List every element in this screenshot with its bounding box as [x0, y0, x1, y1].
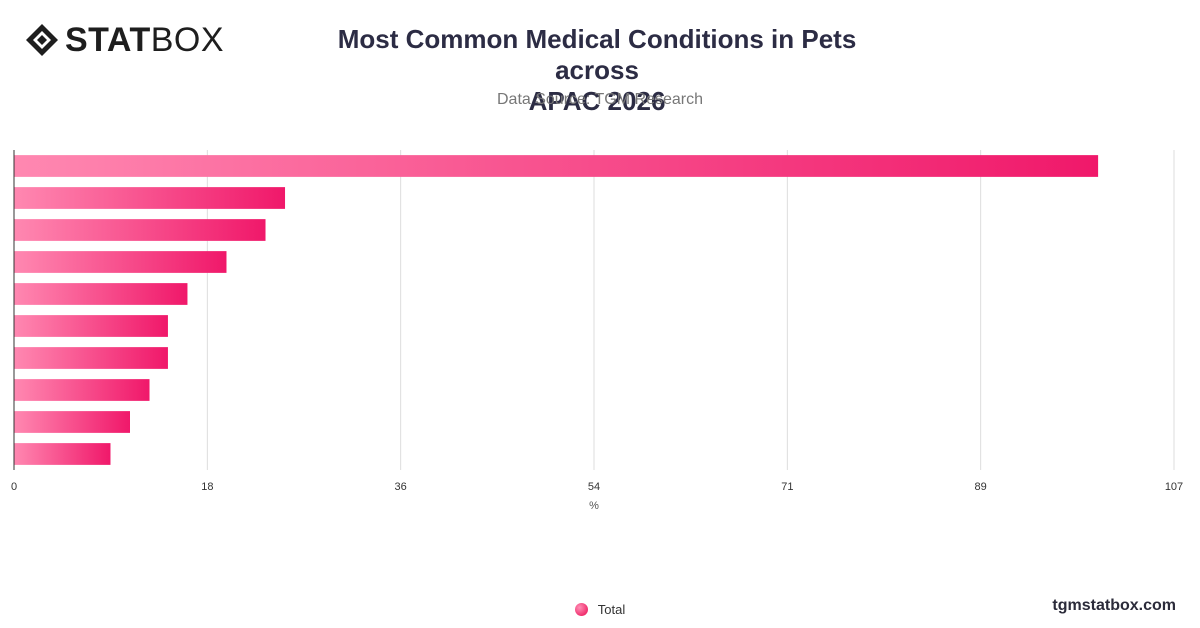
x-tick-label: 107 [1165, 481, 1183, 493]
footer-site-link[interactable]: tgmstatbox.com [1052, 597, 1176, 614]
x-tick-label: 18 [201, 481, 213, 493]
legend-swatch-icon [574, 603, 588, 616]
x-tick-label: 0 [11, 481, 17, 493]
chart-title-line-1: Most Common Medical Conditions in Pets a… [337, 24, 857, 85]
logo-bold-text: STAT [65, 21, 151, 59]
logo-light-text: BOX [150, 21, 225, 59]
bar [14, 443, 111, 465]
x-tick-label: 54 [588, 481, 600, 493]
logo-wordmark: STATBOX [65, 22, 224, 58]
statbox-logo: STATBOX [25, 22, 224, 58]
chart-legend: Total [0, 602, 1200, 617]
bar [14, 379, 150, 401]
bar [14, 411, 130, 433]
bar [14, 155, 1099, 177]
bar [14, 219, 266, 241]
chart-subtitle: Data Source: TGM Research [496, 91, 703, 108]
bar [14, 347, 168, 369]
legend-item-total[interactable]: Total [574, 602, 626, 617]
bar [14, 315, 168, 337]
statbox-diamond-icon [26, 24, 58, 56]
bar [14, 251, 227, 273]
chart-title: Most Common Medical Conditions in Pets a… [297, 24, 897, 117]
x-axis-label: % [589, 500, 599, 512]
bar [14, 187, 286, 209]
chart-title-line-2: APAC 2026 [528, 86, 666, 116]
legend-label: Total [597, 602, 626, 617]
x-tick-label: 71 [781, 481, 793, 493]
x-tick-label: 89 [975, 481, 987, 493]
bar [14, 283, 188, 305]
x-tick-label: 36 [395, 481, 407, 493]
